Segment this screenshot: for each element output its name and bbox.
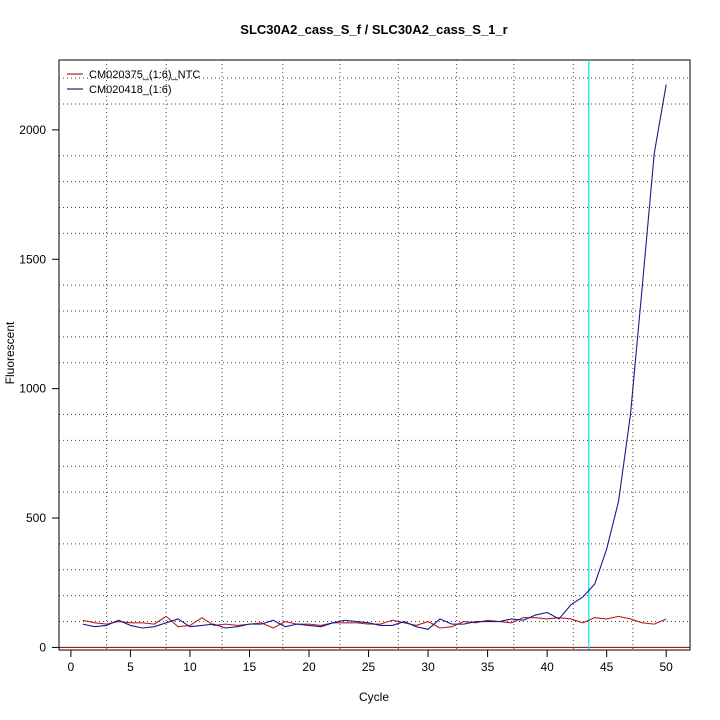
legend: CM020375_(1:6)_NTC CM020418_(1:6) xyxy=(67,69,200,96)
grid xyxy=(59,60,690,650)
x-tick-label: 25 xyxy=(362,660,376,674)
series-line-1 xyxy=(82,615,667,629)
x-tick-label: 50 xyxy=(660,660,674,674)
y-tick-label: 1000 xyxy=(19,382,46,396)
series-layer xyxy=(82,84,667,630)
x-tick-label: 5 xyxy=(127,660,134,674)
y-tick-label: 1500 xyxy=(19,252,46,266)
series-line-2 xyxy=(82,84,667,630)
x-tick-label: 0 xyxy=(68,660,75,674)
x-axis-label: Cycle xyxy=(359,690,389,704)
x-tick-label: 40 xyxy=(540,660,554,674)
y-axis: 0 500 1000 1500 2000 xyxy=(19,123,60,654)
y-tick-label: 0 xyxy=(39,640,46,654)
x-tick-label: 30 xyxy=(421,660,435,674)
x-tick-label: 35 xyxy=(481,660,495,674)
x-tick-label: 15 xyxy=(243,660,257,674)
threshold-layer xyxy=(59,60,690,650)
plot-frame xyxy=(58,59,691,651)
y-tick-label: 2000 xyxy=(19,123,46,137)
x-tick-label: 45 xyxy=(600,660,614,674)
legend-label-2: CM020418_(1:6) xyxy=(89,84,172,96)
chart-title: SLC30A2_cass_S_f / SLC30A2_cass_S_1_r xyxy=(240,22,507,37)
x-tick-label: 10 xyxy=(183,660,197,674)
legend-label-1: CM020375_(1:6)_NTC xyxy=(89,69,200,81)
y-tick-label: 500 xyxy=(26,511,46,525)
y-axis-label: Fluorescent xyxy=(3,321,17,384)
x-axis: 0 5 10 15 20 25 30 35 40 45 50 xyxy=(68,649,674,674)
x-tick-label: 20 xyxy=(302,660,316,674)
